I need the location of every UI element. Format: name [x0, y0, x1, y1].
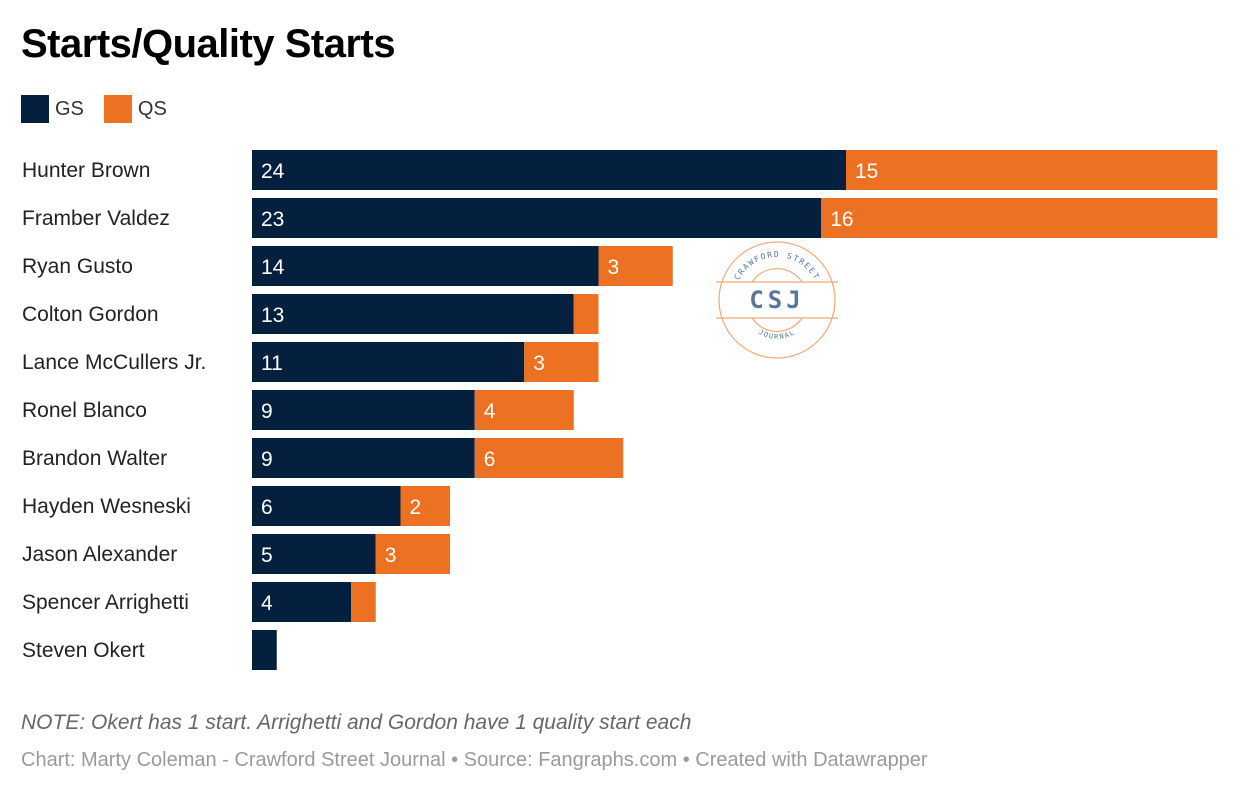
bar-gs [252, 198, 822, 238]
svg-text:CRAWFORD STREET: CRAWFORD STREET [732, 250, 821, 282]
bar-gs [252, 486, 401, 526]
category-label: Lance McCullers Jr. [22, 351, 206, 374]
bar-qs [598, 246, 673, 286]
legend-swatch-qs [103, 95, 132, 123]
data-label-qs: 3 [385, 544, 397, 567]
data-label-gs: 9 [261, 448, 273, 471]
bar-qs [846, 150, 1218, 190]
bar-gs [252, 246, 599, 286]
category-label: Ronel Blanco [22, 399, 147, 422]
bar-gs [252, 438, 475, 478]
bar-qs [351, 582, 376, 622]
svg-text:JOURNAL: JOURNAL [757, 328, 797, 341]
bar-gs [252, 150, 846, 190]
bar-gs [252, 342, 525, 382]
data-label-qs: 15 [855, 160, 878, 183]
data-label-gs: 23 [261, 208, 284, 231]
legend-item-qs: QS [103, 95, 167, 123]
category-label: Spencer Arrighetti [22, 591, 189, 614]
data-label-qs: 3 [533, 352, 545, 375]
data-label-gs: 5 [261, 544, 273, 567]
data-label-gs: 9 [261, 400, 273, 423]
legend-label-gs: GS [55, 97, 84, 120]
csj-watermark-logo: CRAWFORD STREET CSJ JOURNAL [716, 241, 838, 359]
data-label-qs: 16 [830, 208, 853, 231]
category-label: Framber Valdez [22, 207, 170, 230]
bar-qs [524, 342, 599, 382]
category-label: Jason Alexander [22, 543, 177, 566]
chart-title: Starts/Quality Starts [21, 22, 396, 66]
chart-credit: Chart: Marty Coleman - Crawford Street J… [21, 749, 928, 771]
legend-label-qs: QS [137, 97, 167, 120]
category-label: Ryan Gusto [22, 255, 133, 278]
category-label: Colton Gordon [22, 303, 159, 326]
category-label: Hayden Wesneski [22, 495, 191, 518]
bar-gs [252, 534, 376, 574]
chart-note: NOTE: Okert has 1 start. Arrighetti and … [21, 711, 692, 734]
bar-gs [252, 294, 574, 334]
data-label-qs: 2 [410, 496, 422, 519]
category-label: Brandon Walter [22, 447, 167, 470]
bar-qs [573, 294, 599, 334]
bar-qs [821, 198, 1218, 238]
bar-gs [252, 390, 475, 430]
svg-text:CSJ: CSJ [749, 286, 804, 314]
bar-qs [474, 438, 624, 478]
bar-qs [400, 486, 450, 526]
legend-item-gs: GS [21, 95, 84, 123]
data-label-qs: 4 [484, 400, 496, 423]
data-label-gs: 4 [261, 592, 273, 615]
data-label-gs: 14 [261, 256, 285, 279]
data-label-gs: 6 [261, 496, 273, 519]
bar-gs [252, 582, 351, 622]
data-label-qs: 6 [484, 448, 496, 471]
data-label-gs: 13 [261, 304, 284, 327]
legend-swatch-gs [21, 95, 49, 123]
bar-qs [375, 534, 450, 574]
category-label: Hunter Brown [22, 159, 150, 182]
bar-qs [474, 390, 574, 430]
category-label: Steven Okert [22, 639, 145, 662]
legend: GS QS [21, 95, 187, 123]
data-label-gs: 11 [261, 352, 283, 375]
data-label-qs: 3 [608, 256, 620, 279]
bar-gs [252, 630, 277, 670]
data-label-gs: 24 [261, 160, 285, 183]
